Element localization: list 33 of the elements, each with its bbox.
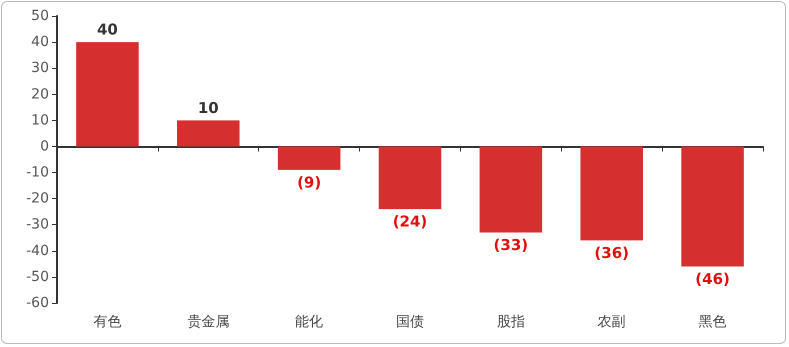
- bar: [177, 120, 240, 146]
- data-label: 10: [198, 98, 219, 117]
- bar: [580, 146, 643, 240]
- bar: [681, 146, 744, 266]
- y-tick-label: 40: [31, 34, 49, 50]
- y-tick-label: -40: [26, 242, 49, 259]
- data-label: (36): [594, 244, 630, 262]
- y-tick-label: 30: [31, 60, 49, 76]
- data-label: 40: [96, 20, 118, 39]
- x-tick-label: 国债: [396, 314, 424, 330]
- y-tick-label: -50: [26, 268, 49, 285]
- y-tick-label: -20: [26, 190, 49, 207]
- y-tick-label: 50: [31, 8, 49, 24]
- x-tick-label: 贵金属: [187, 314, 230, 330]
- x-tick-label: 股指: [496, 314, 525, 330]
- x-tick-label: 农副: [598, 314, 626, 330]
- y-tick-label: 20: [31, 86, 49, 102]
- data-label: (33): [494, 236, 528, 254]
- y-tick-label: 0: [40, 138, 49, 154]
- y-tick-label: -30: [26, 216, 49, 233]
- y-tick-label: -60: [26, 295, 49, 311]
- y-tick-label: -10: [26, 164, 49, 181]
- bar: [278, 146, 340, 170]
- data-label: (9): [297, 173, 322, 192]
- data-label: (46): [695, 270, 730, 288]
- x-tick-label: 黑色: [698, 314, 727, 330]
- y-tick-label: 10: [31, 112, 49, 128]
- bar: [76, 42, 139, 146]
- x-tick-label: 能化: [295, 314, 324, 330]
- data-label: (24): [392, 212, 428, 231]
- bar: [480, 146, 542, 233]
- bar: [378, 146, 442, 210]
- x-tick-label: 有色: [93, 314, 122, 330]
